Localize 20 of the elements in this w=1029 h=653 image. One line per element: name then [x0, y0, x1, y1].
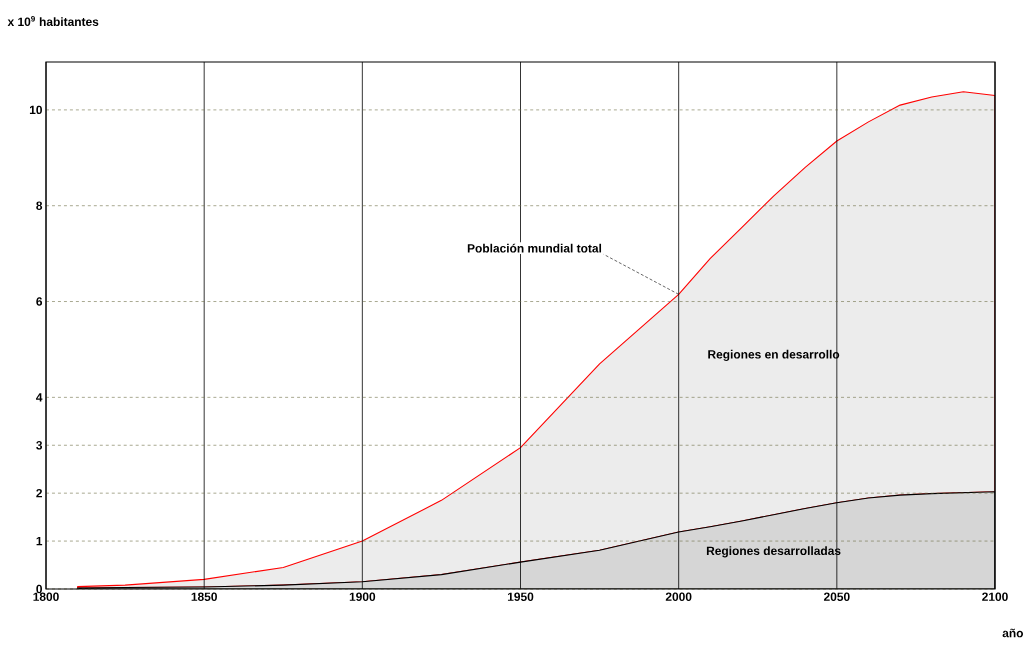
x-tick-label: 1900 — [349, 592, 376, 601]
x-tick-label: 1850 — [191, 592, 217, 601]
x-tick-label: 1800 — [33, 592, 59, 601]
y-tick-label: 3 — [36, 441, 43, 450]
series-label: Regiones desarrolladas — [706, 546, 841, 558]
annotation: Población mundial total — [467, 243, 602, 253]
y-tick-label: 10 — [29, 105, 42, 115]
x-tick-label: 2100 — [982, 592, 1008, 601]
y-tick-label: 0 — [36, 584, 42, 594]
y-tick-label: 4 — [36, 393, 43, 402]
x-axis-title: año — [1002, 628, 1024, 638]
x-tick-label: 1950 — [507, 592, 534, 601]
y-tick-label: 6 — [36, 297, 43, 306]
y-axis-title: x 10$^{9}$ habitantes — [7, 15, 99, 26]
series-label: Regiones en desarrollo — [708, 349, 840, 362]
x-tick-label: 2000 — [665, 592, 692, 601]
x-tick-label: 2050 — [823, 592, 850, 601]
y-tick-label: 8 — [36, 201, 43, 210]
y-tick-label: 2 — [36, 489, 43, 498]
y-tick-label: 1 — [36, 536, 43, 546]
